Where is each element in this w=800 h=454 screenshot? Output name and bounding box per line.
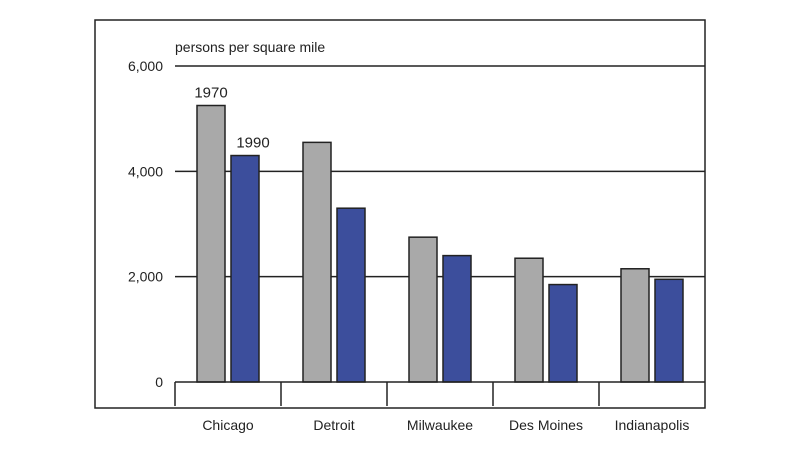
- bar-1970-indianapolis: [620, 268, 650, 383]
- bar-1990-des-moines: [548, 283, 578, 383]
- x-category-label: Des Moines: [509, 417, 583, 433]
- y-tick-label: 2,000: [128, 269, 163, 285]
- gridlines: [175, 65, 705, 278]
- x-axis-category-labels: Chicago Detroit Milwaukee Des Moines Indiana…: [202, 417, 689, 433]
- bar-1990-detroit: [336, 207, 366, 383]
- series-label-1970: 1970: [194, 85, 227, 102]
- y-axis-ticks: 0 2,000 4,000 6,000: [128, 58, 163, 390]
- x-category-label: Indianapolis: [615, 417, 690, 433]
- y-tick-label: 4,000: [128, 163, 163, 179]
- x-axis-ticks: [174, 382, 600, 406]
- x-category-label: Chicago: [202, 417, 254, 433]
- bar-1990-chicago: [230, 154, 260, 383]
- y-tick-label: 6,000: [128, 58, 163, 74]
- bar-1990-indianapolis: [654, 278, 684, 383]
- x-category-label: Milwaukee: [407, 417, 473, 433]
- series-labels: 1970 1990: [194, 85, 269, 152]
- bar-1970-milwaukee: [408, 236, 438, 383]
- y-tick-label: 0: [155, 374, 163, 390]
- bar-1970-des-moines: [514, 257, 544, 383]
- series-label-1990: 1990: [236, 135, 269, 152]
- bar-1990-milwaukee: [442, 254, 472, 383]
- chart-frame: [94, 19, 706, 409]
- x-category-label: Detroit: [313, 417, 354, 433]
- bar-1970-detroit: [302, 141, 332, 383]
- bar-1970-chicago: [196, 104, 226, 383]
- y-axis-unit-label: persons per square mile: [175, 39, 325, 55]
